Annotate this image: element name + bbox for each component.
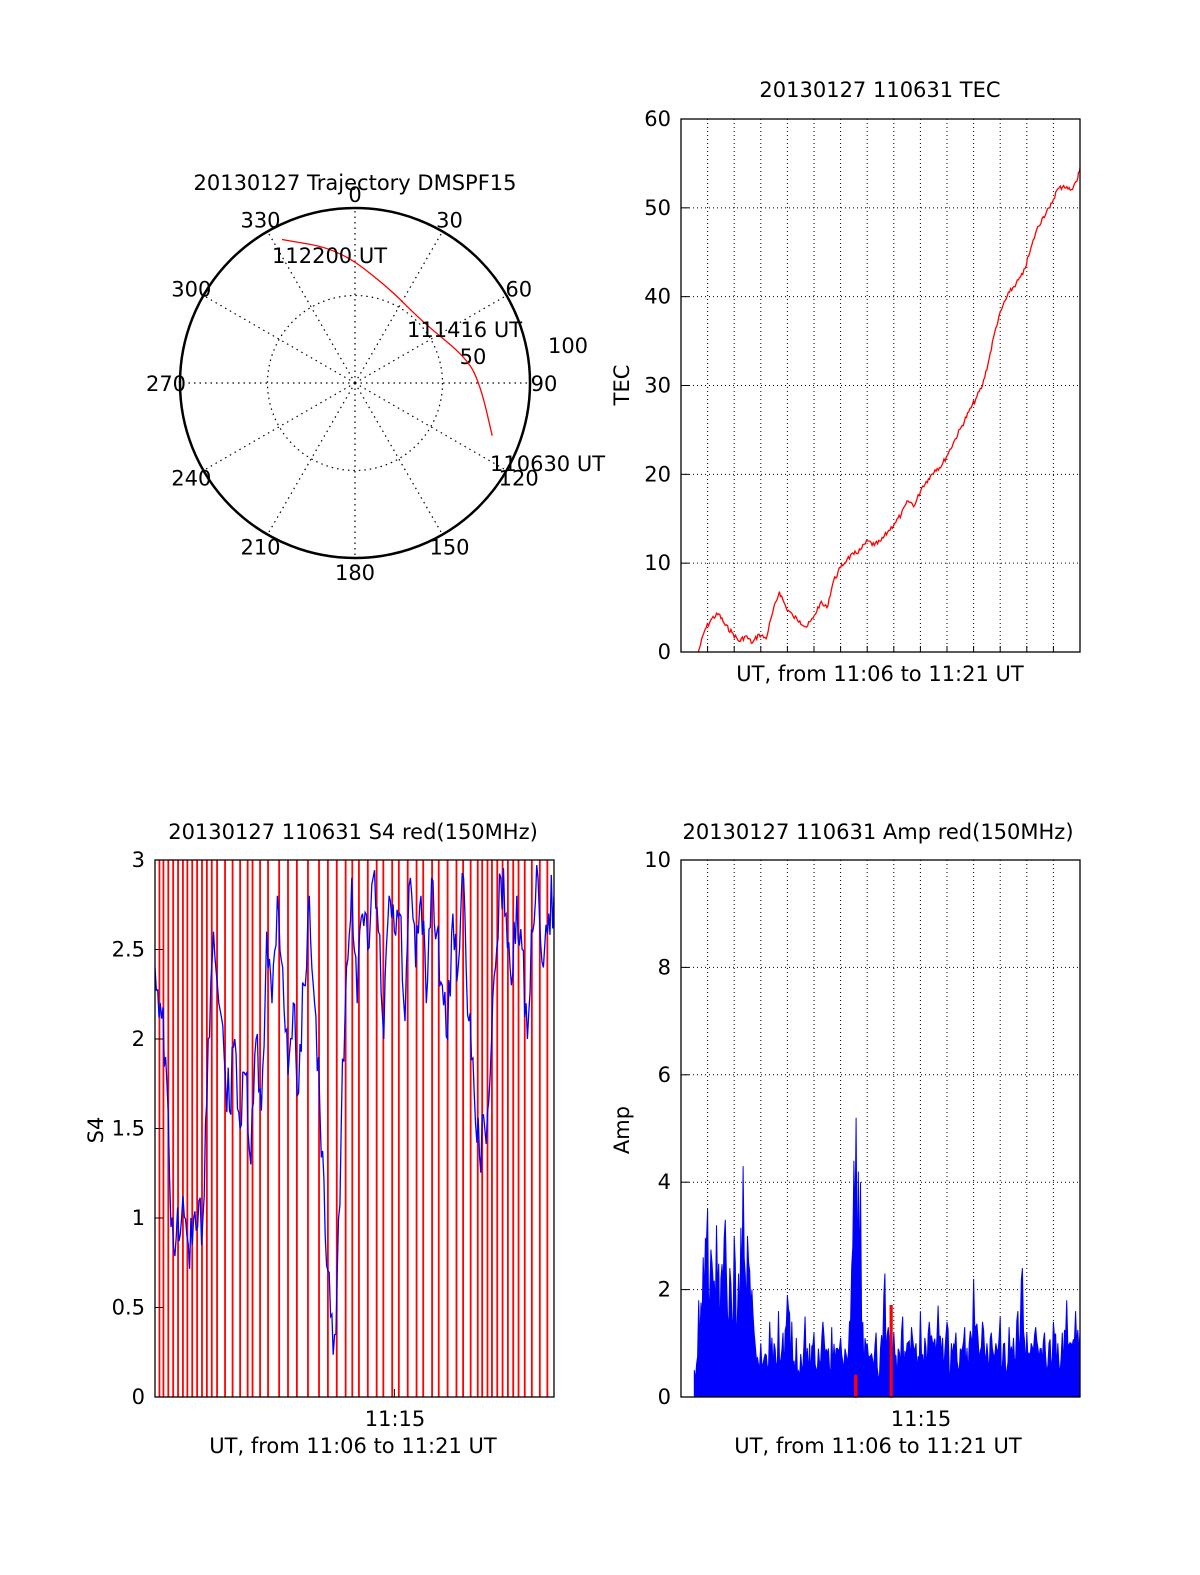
azimuth-label-210: 210 [240,536,280,560]
polar-azimuth-labels: 0 30 60 90 120 150 180 210 240 270 300 3… [146,183,557,585]
annotation-110630-ut: 110630 UT [490,452,605,476]
amp-xtick-11-15: 11:15 [891,1407,952,1431]
y-tick-label: 2 [132,1027,145,1051]
azimuth-label-180: 180 [335,561,375,585]
azimuth-label-60: 60 [505,278,532,302]
y-tick-label: 40 [644,285,671,309]
azimuth-label-0: 0 [348,183,361,207]
y-tick-label: 50 [644,196,671,220]
y-tick-label: 60 [644,107,671,131]
annotation-112200-ut: 112200 UT [272,244,387,268]
s4-title: 20130127 110631 S4 red(150MHz) [168,820,538,844]
y-tick-label: 4 [658,1170,671,1194]
polar-trajectory-chart: 20130127 Trajectory DMSPF15 0 30 60 90 1… [146,171,605,585]
tec-y-ticks: 0 10 20 30 40 50 60 [644,107,1080,664]
tec-chart: 20130127 110631 TEC 0 10 20 30 40 50 60 TEC UT… [610,78,1081,686]
tec-plot-frame [680,118,1081,653]
y-tick-label: 2.5 [112,938,145,962]
s4-xtick-11-15: 11:15 [365,1407,426,1431]
radial-label-50: 50 [460,345,487,369]
amp-red-spike [889,1304,893,1398]
tec-xlabel: UT, from 11:06 to 11:21 UT [736,662,1024,686]
y-tick-label: 1.5 [112,1117,145,1141]
amp-plot-frame [680,859,1081,1398]
tec-series-line [697,167,1081,653]
tec-ylabel: TEC [610,365,634,407]
amp-grid [707,860,1054,1397]
amp-ylabel: Amp [610,1106,634,1154]
radial-label-100: 100 [548,334,588,358]
polar-grid [180,208,530,558]
amp-red-spike [854,1374,858,1398]
s4-blue-series-line [155,865,554,1355]
azimuth-label-270: 270 [146,372,186,396]
annotation-111416-ut: 111416 UT [407,318,522,342]
polar-outer-circle [178,206,532,560]
azimuth-label-300: 300 [171,278,211,302]
y-tick-label: 10 [644,848,671,872]
s4-red-series [158,860,549,1397]
polar-spoke [203,382,356,472]
polar-title: 20130127 Trajectory DMSPF15 [193,171,516,195]
y-tick-label: 20 [644,462,671,486]
y-tick-label: 1 [132,1206,145,1230]
s4-ylabel: S4 [84,1117,108,1144]
trajectory-track [281,238,493,436]
amp-chart: 20130127 110631 Amp red(150MHz) 0246810 … [610,820,1081,1458]
y-tick-label: 0 [132,1385,145,1409]
y-tick-label: 8 [658,955,671,979]
amp-xlabel: UT, from 11:06 to 11:21 UT [734,1434,1022,1458]
s4-y-ticks: 0 0.5 1 1.5 2 2.5 3 [112,848,395,1409]
y-tick-label: 0.5 [112,1296,145,1320]
azimuth-label-90: 90 [531,372,558,396]
amp-red-series [854,1304,893,1398]
polar-spoke [354,382,444,535]
polar-spoke [354,382,507,472]
y-tick-label: 0 [658,1385,671,1409]
azimuth-label-120: 120 [499,467,539,491]
azimuth-label-150: 150 [429,536,469,560]
y-tick-label: 10 [644,551,671,575]
s4-xlabel: UT, from 11:06 to 11:21 UT [209,1434,497,1458]
s4-chart: 20130127 110631 S4 red(150MHz) 0 0.5 1 1.5 2… [84,820,555,1458]
polar-spoke [266,382,356,535]
amp-title: 20130127 110631 Amp red(150MHz) [682,820,1073,844]
azimuth-label-240: 240 [171,467,211,491]
y-tick-label: 0 [658,640,671,664]
tec-title: 20130127 110631 TEC [759,78,1000,102]
y-tick-label: 30 [644,374,671,398]
azimuth-label-330: 330 [240,208,280,232]
s4-plot-frame [154,859,555,1398]
polar-grid-circle-50 [266,294,444,472]
y-tick-label: 2 [658,1278,671,1302]
azimuth-label-30: 30 [436,208,463,232]
amp-blue-series-area [693,1117,1081,1398]
y-tick-label: 3 [132,848,145,872]
y-tick-label: 6 [658,1063,671,1087]
